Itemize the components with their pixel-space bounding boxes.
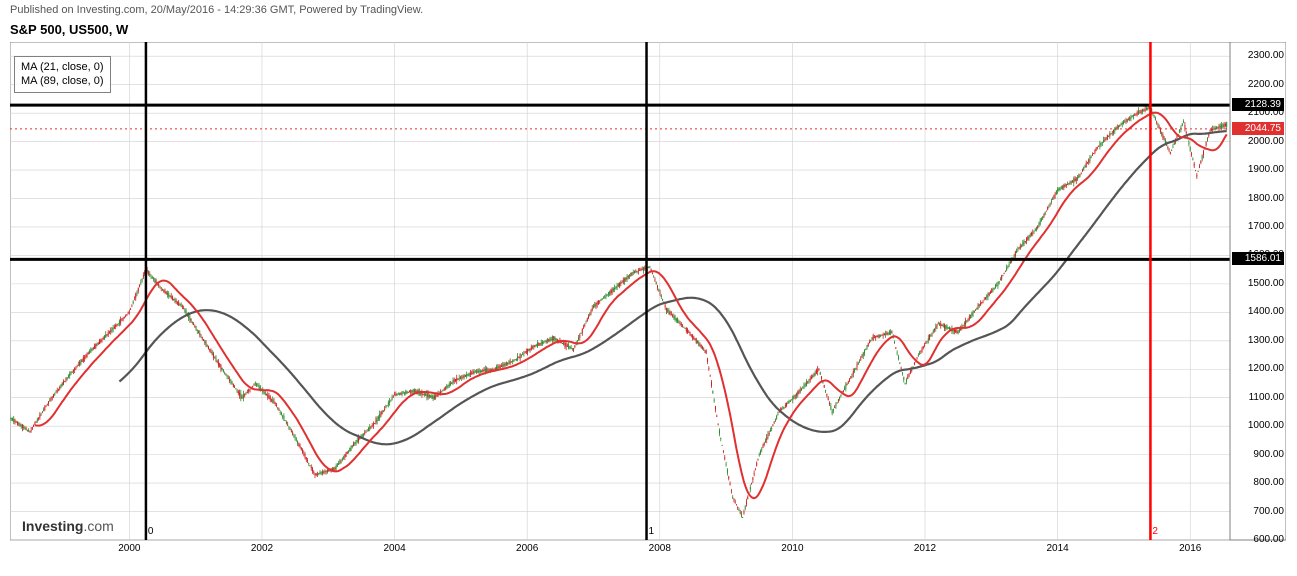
y-tick-label: 900.00 xyxy=(1234,449,1284,460)
x-tick-label: 2014 xyxy=(1038,543,1078,554)
chart-area[interactable]: 600.00700.00800.00900.001000.001100.0012… xyxy=(10,42,1286,558)
x-tick-label: 2004 xyxy=(375,543,415,554)
hline-label: 2044.75 xyxy=(1232,122,1284,135)
y-tick-label: 800.00 xyxy=(1234,477,1284,488)
y-tick-label: 1800.00 xyxy=(1234,193,1284,204)
y-tick-label: 1100.00 xyxy=(1234,392,1284,403)
hline-label: 1586.01 xyxy=(1232,252,1284,265)
y-tick-label: 600.00 xyxy=(1234,534,1284,545)
price-chart-svg xyxy=(10,42,1286,558)
hline-label: 2128.39 xyxy=(1232,98,1284,111)
chart-title: S&P 500, US500, W xyxy=(10,22,128,37)
vline-marker: 1 xyxy=(649,526,655,537)
y-tick-label: 2000.00 xyxy=(1234,136,1284,147)
vline-marker: 2 xyxy=(1152,526,1158,537)
y-tick-label: 1900.00 xyxy=(1234,164,1284,175)
investing-logo: Investing.com xyxy=(22,518,114,534)
y-tick-label: 1400.00 xyxy=(1234,306,1284,317)
x-tick-label: 2000 xyxy=(109,543,149,554)
vline-marker: 0 xyxy=(148,526,154,537)
y-tick-label: 2200.00 xyxy=(1234,79,1284,90)
x-tick-label: 2016 xyxy=(1170,543,1210,554)
x-tick-label: 2010 xyxy=(772,543,812,554)
ma-legend: MA (21, close, 0)MA (89, close, 0) xyxy=(14,56,111,93)
publish-header: Published on Investing.com, 20/May/2016 … xyxy=(10,4,423,16)
ma-legend-item: MA (21, close, 0) xyxy=(21,60,104,74)
ma-legend-item: MA (89, close, 0) xyxy=(21,74,104,88)
x-tick-label: 2002 xyxy=(242,543,282,554)
y-tick-label: 1300.00 xyxy=(1234,335,1284,346)
y-tick-label: 1200.00 xyxy=(1234,363,1284,374)
y-tick-label: 1700.00 xyxy=(1234,221,1284,232)
x-tick-label: 2006 xyxy=(507,543,547,554)
y-tick-label: 1500.00 xyxy=(1234,278,1284,289)
chart-frame: Published on Investing.com, 20/May/2016 … xyxy=(0,0,1297,576)
y-tick-label: 700.00 xyxy=(1234,506,1284,517)
x-tick-label: 2008 xyxy=(640,543,680,554)
x-tick-label: 2012 xyxy=(905,543,945,554)
y-tick-label: 2300.00 xyxy=(1234,50,1284,61)
y-tick-label: 1000.00 xyxy=(1234,420,1284,431)
